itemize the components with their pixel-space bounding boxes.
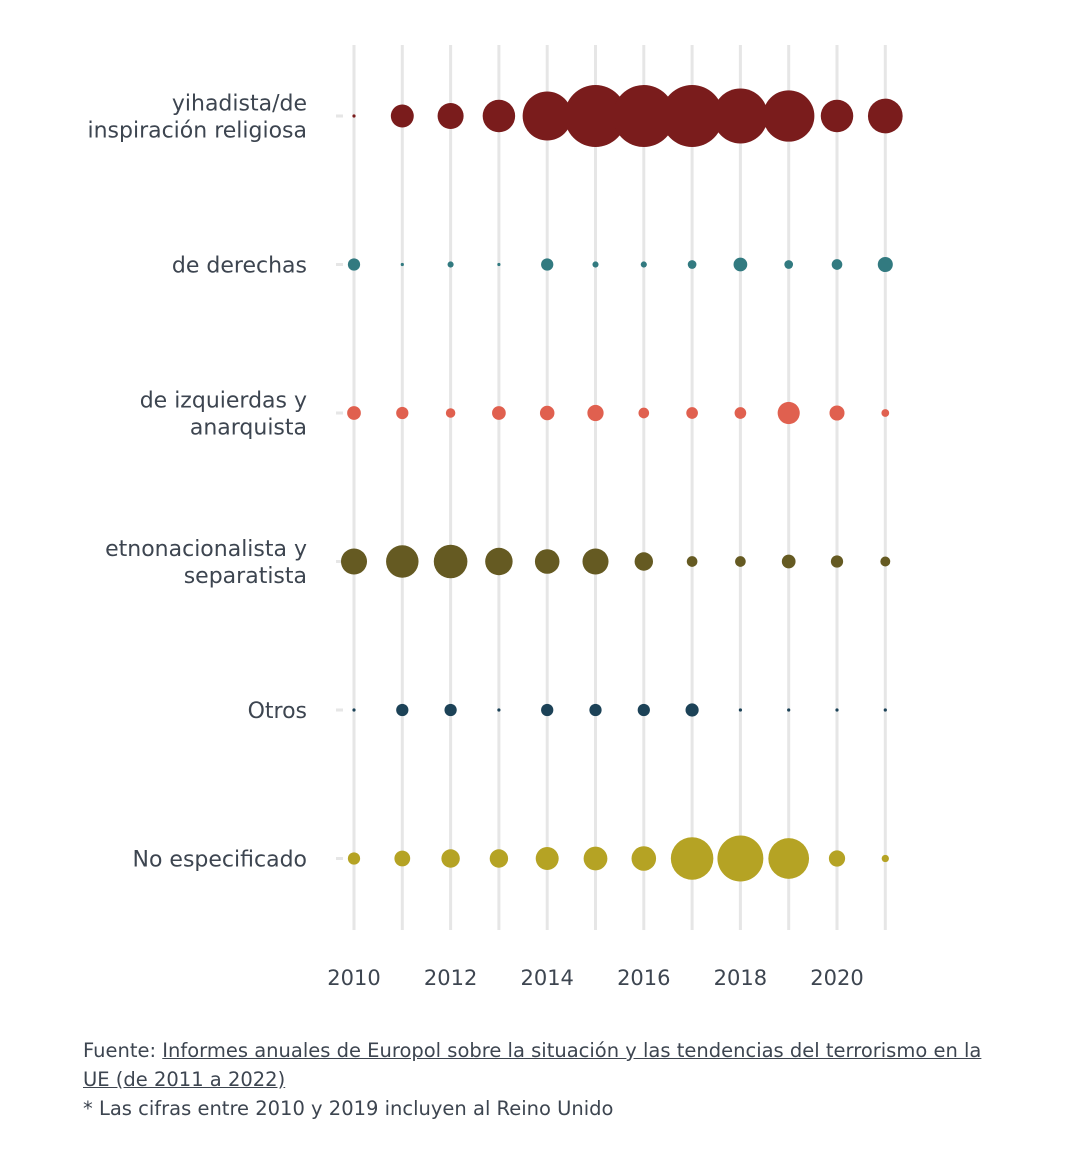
bubble-2011 bbox=[396, 406, 409, 420]
bubble-2013 bbox=[497, 708, 501, 712]
bubble-2018 bbox=[717, 835, 764, 882]
category-label: No especificado bbox=[133, 848, 307, 873]
bubble-2019 bbox=[784, 260, 794, 269]
bubble-2012 bbox=[447, 261, 454, 268]
bubble-2014 bbox=[535, 847, 559, 870]
bubble-2017 bbox=[670, 837, 714, 880]
bubble-2012 bbox=[437, 102, 464, 130]
bubble-2010 bbox=[347, 258, 361, 271]
bubble-2015 bbox=[589, 703, 602, 717]
bubbles bbox=[340, 85, 903, 882]
bubble-2016 bbox=[638, 407, 650, 419]
category-label: etnonacionalista y bbox=[105, 537, 307, 562]
bubble-2020 bbox=[831, 259, 843, 270]
category-label: anarquista bbox=[190, 416, 307, 441]
bubble-2014 bbox=[539, 405, 555, 421]
bubble-2021 bbox=[867, 98, 903, 134]
bubble-2010 bbox=[352, 708, 356, 712]
bubble-2010 bbox=[340, 548, 368, 575]
bubble-2013 bbox=[492, 406, 506, 420]
bubble-2012 bbox=[445, 408, 456, 418]
category-label: de derechas bbox=[172, 254, 307, 279]
x-tick-label: 2012 bbox=[424, 966, 477, 990]
category-label: yihadista/de bbox=[172, 92, 307, 117]
bubble-2011 bbox=[386, 545, 419, 578]
bubble-2021 bbox=[881, 409, 890, 417]
x-tick-label: 2014 bbox=[520, 966, 573, 990]
bubble-2018 bbox=[712, 88, 768, 144]
bubble-2020 bbox=[820, 99, 854, 133]
bubble-2015 bbox=[583, 846, 608, 871]
bubble-2013 bbox=[482, 99, 516, 133]
bubble-2014 bbox=[534, 549, 560, 574]
bubble-2016 bbox=[631, 846, 657, 871]
bubble-2021 bbox=[877, 256, 893, 273]
bubble-2019 bbox=[777, 401, 800, 425]
bubble-2014 bbox=[522, 91, 572, 141]
bubble-2011 bbox=[400, 262, 404, 267]
bubble-2017 bbox=[685, 703, 699, 717]
bubble-2020 bbox=[828, 850, 846, 867]
bubble-2017 bbox=[687, 260, 697, 269]
bubble-2016 bbox=[634, 552, 654, 571]
bubble-2011 bbox=[390, 104, 414, 128]
bubble-2018 bbox=[735, 556, 746, 567]
bubble-2011 bbox=[394, 850, 411, 867]
bubble-2015 bbox=[564, 85, 627, 147]
x-tick-label: 2020 bbox=[810, 966, 863, 990]
bubble-2012 bbox=[444, 703, 457, 717]
category-label: de izquierdas y bbox=[140, 389, 307, 414]
bubble-2010 bbox=[347, 852, 361, 865]
bubble-2021 bbox=[880, 556, 891, 567]
bubble-2015 bbox=[587, 404, 604, 422]
bubble-2012 bbox=[433, 544, 468, 579]
bubble-2017 bbox=[686, 556, 698, 567]
bubble-2020 bbox=[835, 708, 839, 712]
bubble-2017 bbox=[661, 85, 724, 147]
bubble-2013 bbox=[489, 849, 509, 868]
bubble-2016 bbox=[640, 261, 647, 268]
bubble-2018 bbox=[733, 257, 748, 272]
category-label: separatista bbox=[184, 564, 307, 589]
bubble-2013 bbox=[497, 262, 501, 267]
bubble-2015 bbox=[592, 261, 599, 268]
x-tick-label: 2010 bbox=[327, 966, 380, 990]
bubble-2012 bbox=[441, 849, 460, 868]
grid-lines bbox=[352, 45, 887, 930]
bubble-2013 bbox=[485, 547, 513, 576]
bubble-2017 bbox=[686, 407, 698, 419]
bubble-2010 bbox=[347, 406, 361, 420]
bubble-2016 bbox=[637, 703, 650, 717]
bubble-2016 bbox=[612, 85, 675, 147]
bubble-2014 bbox=[541, 258, 554, 271]
bubble-2019 bbox=[781, 554, 796, 569]
bubble-2010 bbox=[352, 114, 356, 118]
bubble-2019 bbox=[768, 838, 810, 879]
bubble-2019 bbox=[763, 90, 815, 142]
bubble-2018 bbox=[734, 407, 747, 419]
bubble-2020 bbox=[829, 405, 845, 421]
source-link[interactable]: Informes anuales de Europol sobre la sit… bbox=[83, 1039, 982, 1091]
x-tick-label: 2016 bbox=[617, 966, 670, 990]
category-label: Otros bbox=[248, 699, 307, 724]
footnote: * Las cifras entre 2010 y 2019 incluyen … bbox=[83, 1097, 614, 1120]
bubble-2014 bbox=[541, 703, 554, 717]
source-line: Fuente: Informes anuales de Europol sobr… bbox=[83, 1036, 983, 1094]
bubble-2021 bbox=[881, 854, 889, 863]
source-prefix: Fuente: bbox=[83, 1039, 163, 1062]
bubble-2018 bbox=[738, 708, 743, 712]
bubble-2011 bbox=[396, 703, 409, 717]
bubble-2020 bbox=[830, 555, 844, 568]
x-tick-label: 2018 bbox=[714, 966, 767, 990]
bubble-2019 bbox=[787, 708, 791, 712]
x-axis-ticks: 2010 2012 2014 2016 2018 2020 bbox=[327, 966, 863, 990]
bubble-2015 bbox=[582, 548, 609, 575]
category-label: inspiración religiosa bbox=[87, 119, 307, 144]
bubble-2021 bbox=[883, 708, 887, 712]
chart-footer: Fuente: Informes anuales de Europol sobr… bbox=[83, 1036, 983, 1123]
